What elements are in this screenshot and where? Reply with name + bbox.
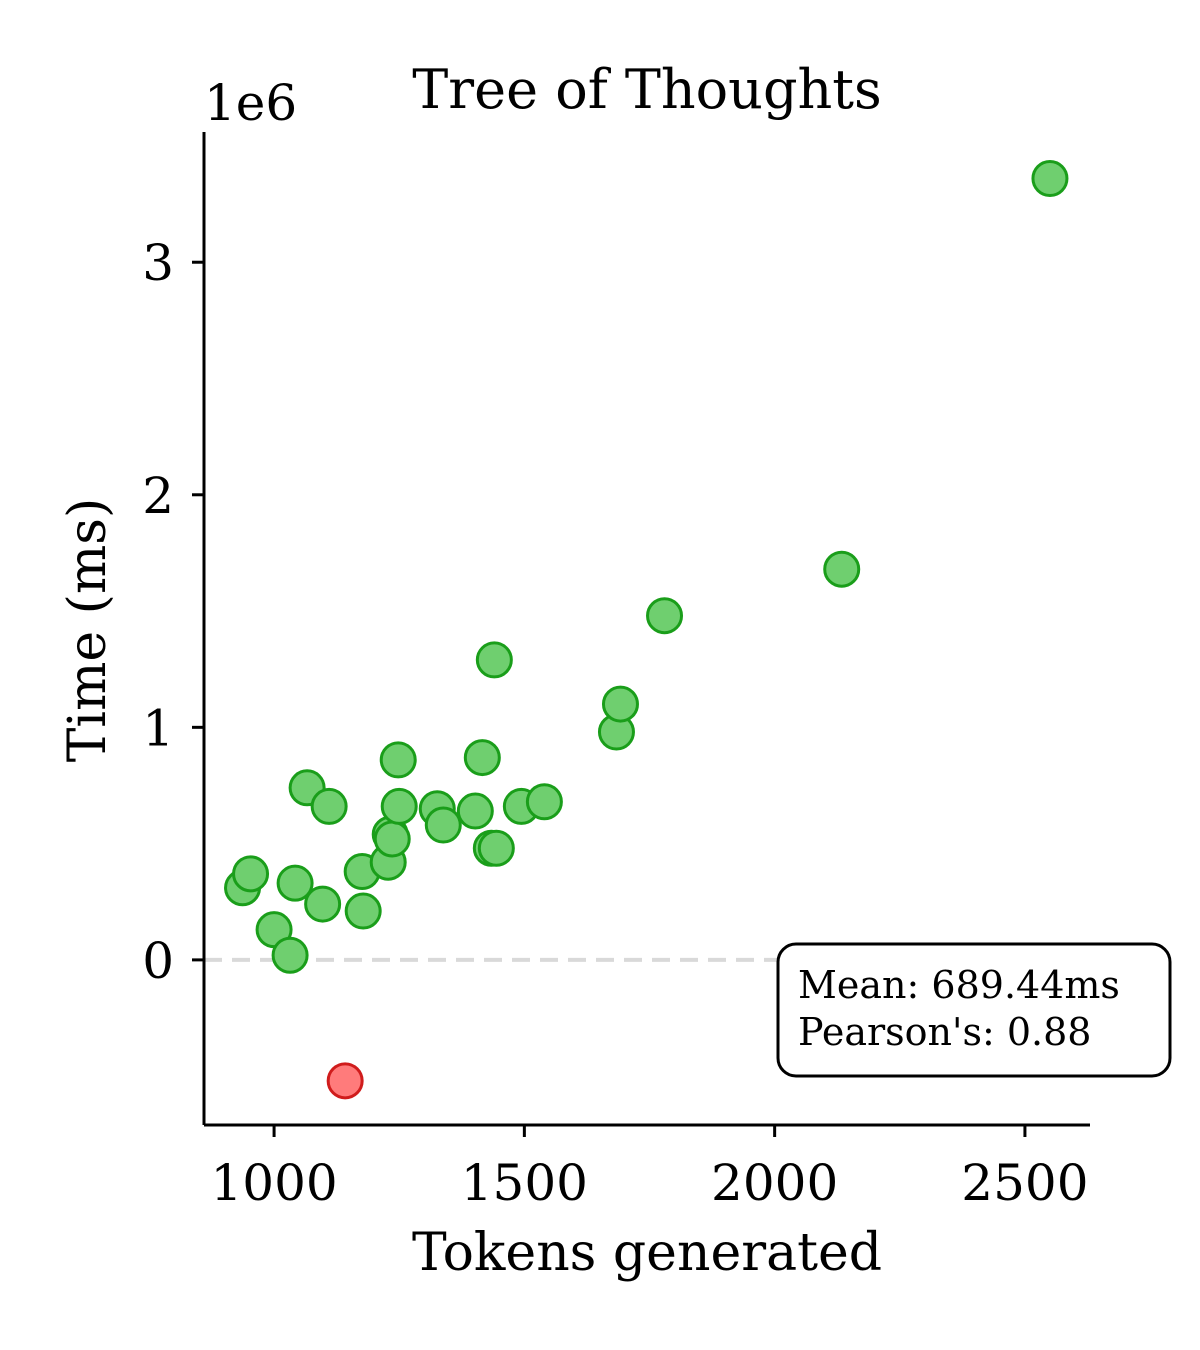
x-tick-label: 2000 [711,1154,838,1212]
x-tick-label: 1000 [210,1154,337,1212]
data-point [424,806,462,844]
data-point [373,820,411,858]
data-point [276,864,314,902]
y-tick-label: 1 [142,699,174,757]
data-point [456,792,494,830]
data-point [344,892,382,930]
y-offset-label: 1e6 [204,74,297,132]
data-point [379,741,417,779]
chart-title: Tree of Thoughts [412,58,881,121]
data-point [823,550,861,588]
data-point [463,739,501,777]
pearson-annotation: Pearson's: 0.88 [798,1010,1091,1054]
data-points [224,160,1069,1100]
mean-annotation: Mean: 689.44ms [798,963,1120,1007]
x-tick-label: 2500 [961,1154,1088,1212]
data-point [601,685,639,723]
x-axis-ticks: 1000 1500 2000 2500 [210,1125,1089,1212]
x-axis-label: Tokens generated [412,1223,882,1283]
annotation-frame [776,942,1172,1078]
data-point [646,597,684,635]
y-axis-ticks: 0 1 2 3 [142,234,204,990]
data-point [304,885,342,923]
y-tick-label: 3 [142,234,174,292]
data-point [310,787,348,825]
data-point [525,783,563,821]
y-tick-label: 2 [142,467,174,525]
data-point [477,829,515,867]
data-point [232,855,270,893]
x-tick-label: 1500 [461,1154,588,1212]
data-point [1031,160,1069,198]
y-tick-label: 0 [142,932,174,990]
data-point [475,641,513,679]
data-point-negative [326,1062,364,1100]
data-point [271,936,309,974]
stats-annotation-box: Mean: 689.44ms Pearson's: 0.88 [776,942,1172,1078]
y-axis-label: Time (ms) [58,498,118,763]
data-point [380,787,418,825]
